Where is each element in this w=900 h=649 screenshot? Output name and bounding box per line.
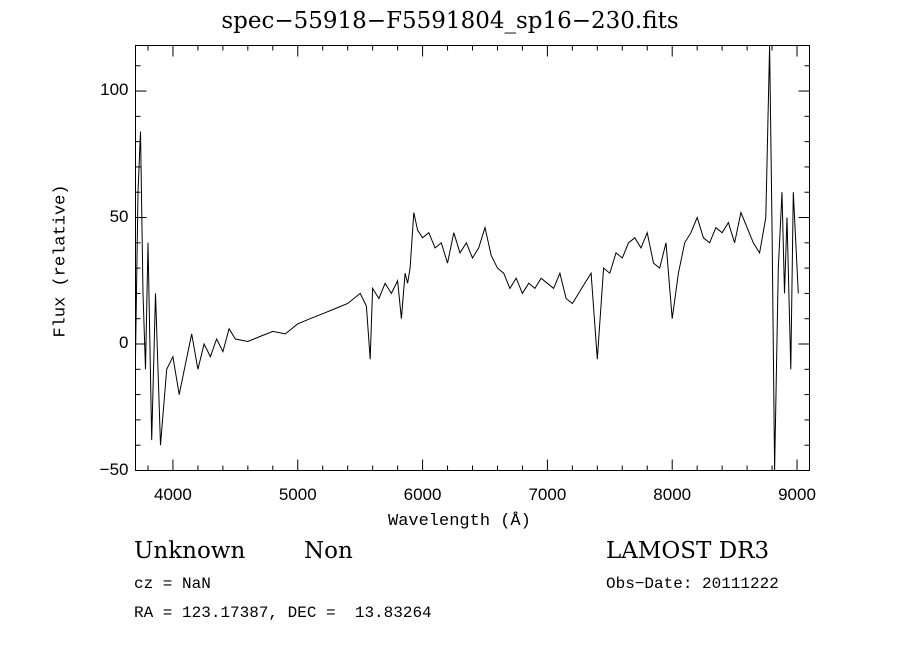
- spectrum-line: [135, 45, 799, 471]
- coordinates-label: RA = 123.17387, DEC = 13.83264: [134, 604, 432, 622]
- y-tick-label: 50: [109, 206, 129, 226]
- series-layer: [135, 45, 799, 471]
- x-tick-label: 5000: [278, 484, 317, 504]
- y-tick-label: 0: [119, 333, 129, 352]
- x-tick-label: 7000: [528, 484, 567, 504]
- object-subclass-label: Non: [304, 538, 353, 564]
- obs-date-label: Obs−Date: 20111222: [606, 575, 779, 593]
- chart-title: spec−55918−F5591804_sp16−230.fits: [221, 8, 679, 34]
- y-axis-label: Flux (relative): [51, 184, 71, 338]
- object-class-label: Unknown: [134, 538, 246, 564]
- x-tick-label: 8000: [653, 484, 692, 504]
- x-tick-label: 4000: [154, 484, 192, 504]
- y-tick-label: −50: [99, 459, 129, 479]
- y-tick-label: 100: [100, 80, 129, 100]
- x-tick-label: 6000: [403, 484, 442, 504]
- x-tick-label: 9000: [778, 484, 816, 504]
- axis-ticks: [135, 45, 810, 471]
- x-axis-label: Wavelength (Å): [388, 512, 531, 531]
- survey-label: LAMOST DR3: [606, 538, 770, 564]
- redshift-label: cz = NaN: [134, 575, 211, 593]
